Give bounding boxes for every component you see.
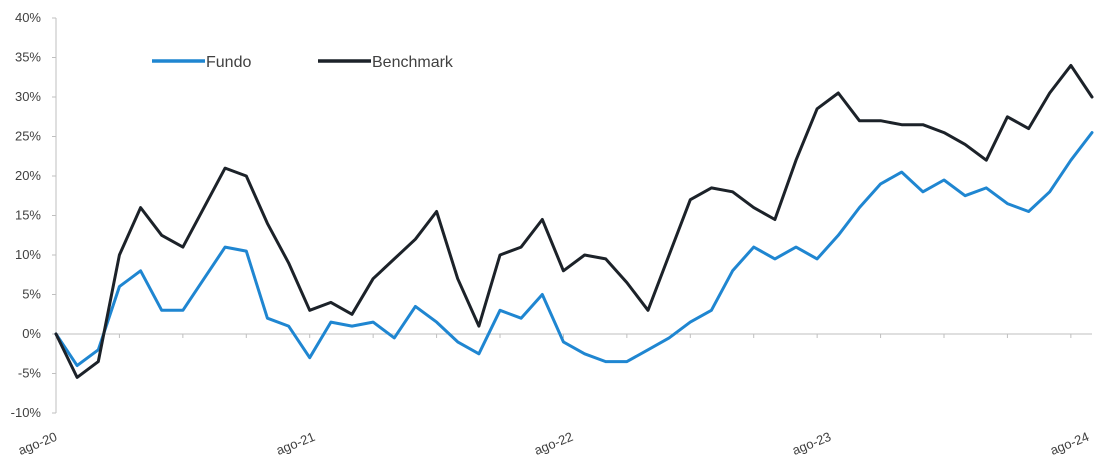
y-tick-label: 10%	[15, 247, 41, 262]
x-tick-label: ago-22	[532, 429, 575, 458]
y-tick-label: 20%	[15, 168, 41, 183]
y-tick-label: 25%	[15, 129, 41, 144]
y-tick-label: -10%	[11, 405, 42, 420]
legend: Fundo Benchmark	[152, 54, 454, 71]
y-tick-label: -5%	[18, 366, 42, 381]
y-tick-label: 30%	[15, 89, 41, 104]
legend-label-fundo: Fundo	[206, 54, 251, 71]
x-axis: ago-20 ago-21 ago-22 ago-23 ago-24	[16, 333, 1092, 458]
y-tick-label: 15%	[15, 208, 41, 223]
y-axis: -10% -5% 0% 5% 10% 15% 20% 25% 30% 35% 40%	[11, 10, 57, 420]
x-tick-label: ago-24	[1048, 429, 1091, 458]
x-tick-label: ago-20	[16, 429, 59, 458]
y-tick-label: 40%	[15, 10, 41, 25]
y-tick-label: 35%	[15, 50, 41, 65]
x-tick-label: ago-21	[274, 429, 317, 458]
legend-label-benchmark: Benchmark	[372, 54, 454, 71]
y-tick-label: 5%	[22, 287, 41, 302]
series-line-benchmark	[54, 63, 1094, 379]
y-tick-label: 0%	[22, 326, 41, 341]
x-tick-label: ago-23	[790, 429, 833, 458]
series-layer	[54, 63, 1094, 379]
series-line-fundo	[54, 131, 1094, 368]
